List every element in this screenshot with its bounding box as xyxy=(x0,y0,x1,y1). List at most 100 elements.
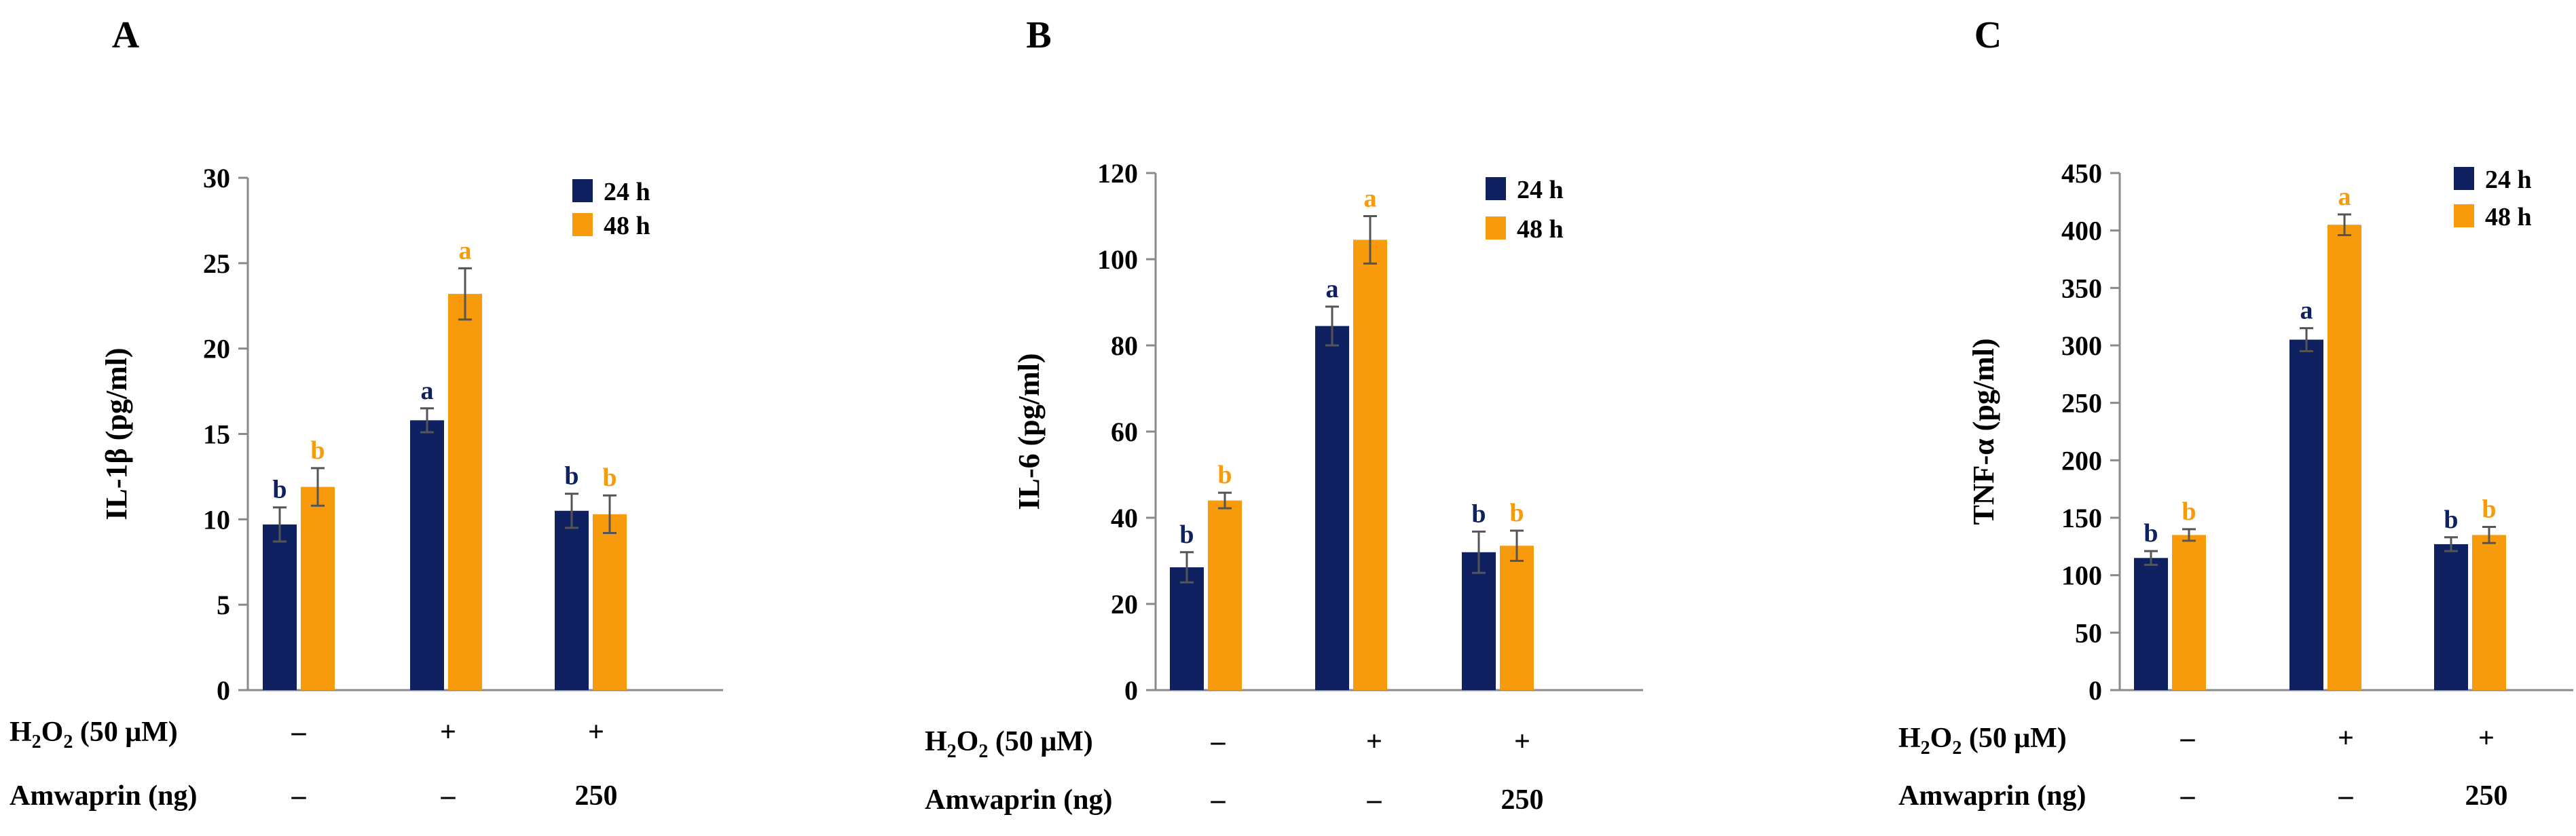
bar-48h xyxy=(1500,546,1534,690)
y-tick-label: 50 xyxy=(2075,618,2102,648)
y-axis-label: TNF-α (pg/ml) xyxy=(1967,338,2000,525)
h2o2-label-part: (50 μM) xyxy=(988,726,1092,757)
subscript: 2 xyxy=(63,732,73,753)
bar-48h xyxy=(1208,500,1242,690)
bar-48h xyxy=(1353,240,1387,690)
significance-letter: a xyxy=(421,377,434,405)
subscript: 2 xyxy=(32,732,41,753)
h2o2-row-label: H2O2 (50 μM) xyxy=(10,717,178,753)
y-tick-label: 350 xyxy=(2061,273,2102,303)
subscript: 2 xyxy=(1921,738,1930,759)
h2o2-marker: – xyxy=(291,717,307,748)
y-tick-label: 200 xyxy=(2061,445,2102,476)
bar-48h xyxy=(448,294,482,691)
significance-letter: b xyxy=(602,463,617,492)
h2o2-marker: + xyxy=(1514,726,1530,757)
h2o2-marker: + xyxy=(2478,723,2495,754)
bar-48h xyxy=(593,514,627,690)
y-tick-label: 60 xyxy=(1111,417,1138,447)
amwaprin-row-label: Amwaprin (ng) xyxy=(10,780,198,812)
significance-letter: b xyxy=(2444,506,2458,534)
amwaprin-marker: – xyxy=(2180,780,2196,812)
amwaprin-marker: – xyxy=(441,780,456,812)
h2o2-label-part: O xyxy=(957,726,979,757)
legend-swatch-48h xyxy=(2454,204,2474,227)
bar-24h xyxy=(1170,567,1204,690)
legend-swatch-48h xyxy=(572,213,593,236)
amwaprin-marker: 250 xyxy=(1501,784,1544,816)
amwaprin-marker: 250 xyxy=(575,780,618,812)
legend-label-24h: 24 h xyxy=(604,178,650,206)
amwaprin-marker: – xyxy=(2338,780,2354,812)
y-tick-label: 0 xyxy=(2089,675,2102,706)
bar-48h xyxy=(2327,225,2361,690)
bar-24h xyxy=(263,524,297,690)
y-tick-label: 40 xyxy=(1111,503,1138,533)
y-tick-label: 80 xyxy=(1111,330,1138,361)
significance-letter: a xyxy=(459,236,472,265)
bar-48h xyxy=(301,487,335,690)
subscript: 2 xyxy=(947,741,957,762)
h2o2-label-part: (50 μM) xyxy=(73,717,177,748)
legend-swatch-24h xyxy=(572,179,593,202)
subscript: 2 xyxy=(1952,738,1962,759)
panel-label: C xyxy=(1974,14,2002,56)
bar-48h xyxy=(2172,535,2206,690)
h2o2-marker: + xyxy=(440,717,456,748)
h2o2-marker: + xyxy=(2338,723,2354,754)
significance-letter: a xyxy=(2300,297,2313,325)
y-tick-label: 120 xyxy=(1097,158,1138,189)
amwaprin-row-label: Amwaprin (ng) xyxy=(1898,780,2086,812)
amwaprin-marker: – xyxy=(291,780,307,812)
amwaprin-marker: – xyxy=(1367,784,1382,816)
bar-24h xyxy=(2289,339,2323,690)
h2o2-marker: – xyxy=(2180,723,2196,754)
significance-letter: b xyxy=(310,436,325,465)
significance-letter: b xyxy=(1179,520,1194,549)
significance-letter: b xyxy=(1471,499,1486,528)
y-tick-label: 150 xyxy=(2061,503,2102,533)
chart-panel-c: C 0 50 100 150 200 250 300 350 400 450 TNF-α (pg/ml… xyxy=(1898,14,2573,812)
significance-letter: b xyxy=(2482,495,2496,524)
panel-label: B xyxy=(1026,14,1051,56)
h2o2-label-part: O xyxy=(1930,723,1953,754)
bar-24h xyxy=(555,510,589,690)
legend-swatch-24h xyxy=(2454,167,2474,190)
bar-24h xyxy=(1315,326,1349,690)
y-tick-label: 400 xyxy=(2061,216,2102,246)
y-axis-label: IL-6 (pg/ml) xyxy=(1012,354,1046,510)
significance-letter: b xyxy=(1509,499,1524,527)
y-tick-label: 450 xyxy=(2061,158,2102,189)
h2o2-label-part: H xyxy=(925,726,947,757)
panel-label: A xyxy=(112,14,140,56)
significance-letter: a xyxy=(2338,183,2351,211)
y-axis-label: IL-1β (pg/ml) xyxy=(100,347,133,520)
legend-label-24h: 24 h xyxy=(1517,176,1564,204)
y-tick-label: 0 xyxy=(217,675,230,706)
y-tick-label: 5 xyxy=(217,590,230,620)
y-tick-label: 25 xyxy=(203,248,230,279)
significance-letter: a xyxy=(1364,185,1377,213)
significance-letter: b xyxy=(1217,461,1232,489)
bar-24h xyxy=(2134,558,2168,690)
bar-24h xyxy=(2434,544,2468,690)
amwaprin-marker: 250 xyxy=(2465,780,2508,812)
y-tick-label: 0 xyxy=(1124,675,1138,706)
significance-letter: b xyxy=(2182,497,2196,526)
h2o2-marker: + xyxy=(588,717,604,748)
subscript: 2 xyxy=(978,741,988,762)
h2o2-marker: + xyxy=(1366,726,1382,757)
y-tick-label: 300 xyxy=(2061,330,2102,361)
legend-swatch-24h xyxy=(1486,177,1506,200)
y-tick-label: 20 xyxy=(1111,589,1138,620)
y-tick-label: 10 xyxy=(203,504,230,535)
bar-24h xyxy=(410,420,444,690)
legend-label-48h: 48 h xyxy=(604,212,650,240)
significance-letter: b xyxy=(272,476,287,504)
legend-label-24h: 24 h xyxy=(2485,166,2532,194)
amwaprin-marker: – xyxy=(1211,784,1226,816)
y-tick-label: 100 xyxy=(2061,560,2102,591)
